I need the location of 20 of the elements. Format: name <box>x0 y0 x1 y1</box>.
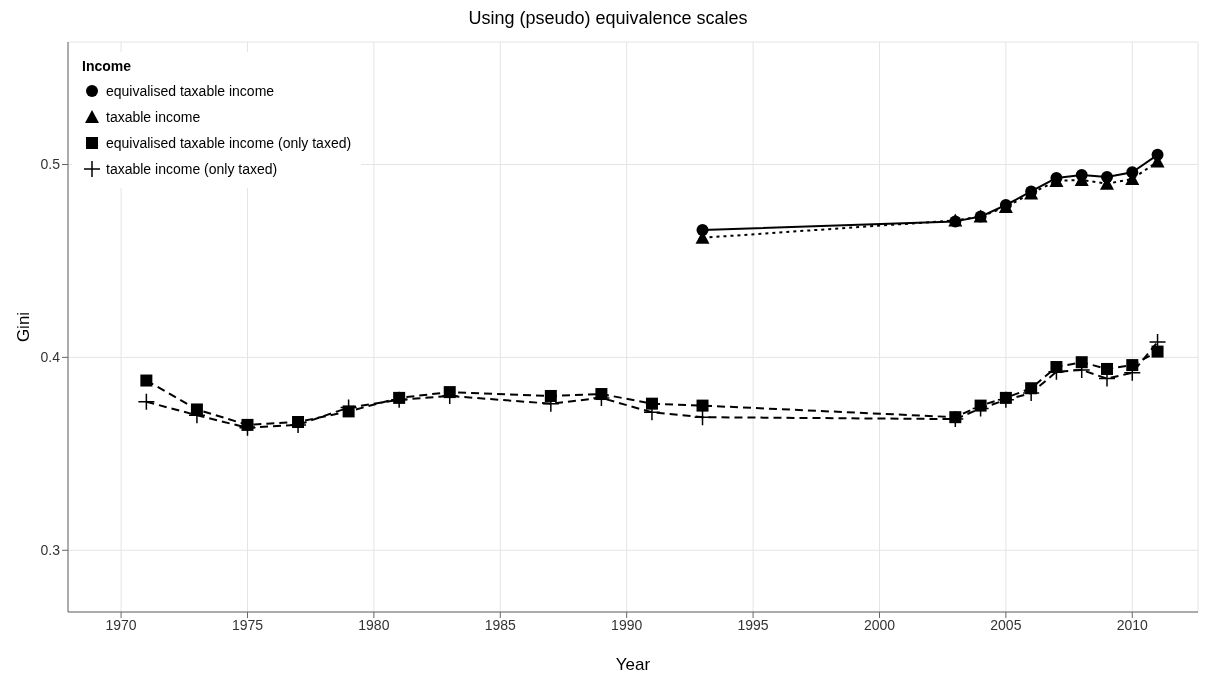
legend-title: Income <box>82 58 132 74</box>
x-tick-label: 1985 <box>484 616 517 633</box>
legend-label: taxable income (only taxed) <box>106 161 278 177</box>
x-tick-label: 2000 <box>863 616 896 633</box>
x-tick-label: 1975 <box>231 616 264 633</box>
y-axis-title: Gini <box>14 311 34 343</box>
x-tick-label: 1990 <box>611 616 643 633</box>
x-axis-title: Year <box>615 655 651 674</box>
y-tick-label: 0.3 <box>40 542 61 559</box>
y-tick-label: 0.5 <box>40 156 61 173</box>
x-tick-label: 1995 <box>737 616 769 633</box>
x-tick-label: 2005 <box>990 616 1022 633</box>
y-tick-label: 0.4 <box>40 349 61 366</box>
legend-label: equivalised taxable income <box>106 83 275 99</box>
x-tick-label: 2010 <box>1116 616 1149 633</box>
chart-title: Using (pseudo) equivalence scales <box>467 8 749 30</box>
x-tick-label: 1970 <box>105 616 137 633</box>
x-tick-label: 1980 <box>358 616 390 633</box>
legend-label: equivalised taxable income (only taxed) <box>106 135 352 151</box>
legend-label: taxable income <box>106 109 201 125</box>
